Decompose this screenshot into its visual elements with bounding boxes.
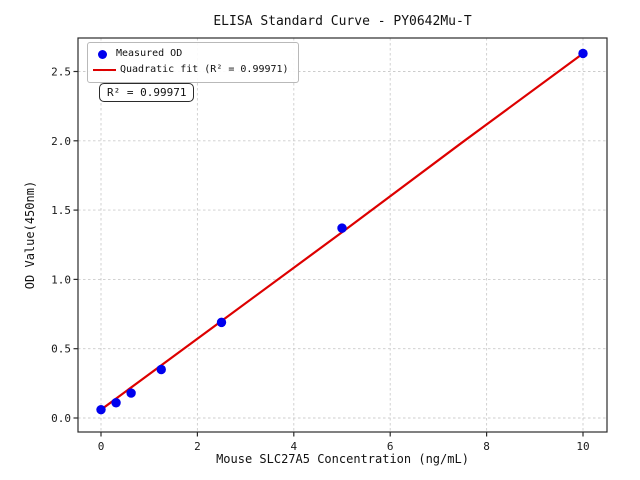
x-axis-label: Mouse SLC27A5 Concentration (ng/mL) [216,452,469,466]
legend-item-quadratic-fit: Quadratic fit (R² = 0.99971) [93,62,289,78]
y-tick-label: 2.5 [51,66,71,79]
y-tick-label: 0.0 [51,412,71,425]
y-tick-label: 1.0 [51,273,71,286]
measured-od-point [111,398,121,408]
plot-frame [77,37,608,433]
measured-od-point [126,388,136,398]
y-tick-label: 1.5 [51,204,71,217]
quadratic-fit-marker-icon [93,68,116,72]
measured-od-point [96,404,106,415]
y-tick-label: 0.5 [51,343,71,356]
measured-od-point [156,364,166,375]
r-squared-annotation: R² = 0.99971 [99,83,195,102]
x-tick-label: 8 [483,440,490,453]
measured-od-point [216,317,227,328]
legend-label-measured-od: Measured OD [116,48,183,59]
legend-item-measured-od: Measured OD [93,46,289,62]
y-tick-label: 2.0 [51,135,71,148]
x-tick-label: 10 [576,440,589,453]
measured-od-marker-icon [98,49,107,59]
x-tick-label: 4 [290,440,297,453]
x-tick-label: 6 [387,440,394,453]
measured-od-point [578,48,588,59]
x-tick-label: 0 [98,440,105,453]
legend-label-quadratic-fit: Quadratic fit (R² = 0.99971) [120,64,289,75]
y-axis-label: OD Value(450nm) [23,180,37,290]
chart-title: ELISA Standard Curve - PY0642Mu-T [213,14,472,29]
x-tick-label: 2 [194,440,201,453]
measured-od-point [337,223,347,233]
legend: Measured OD Quadratic fit (R² = 0.99971) [87,42,299,83]
